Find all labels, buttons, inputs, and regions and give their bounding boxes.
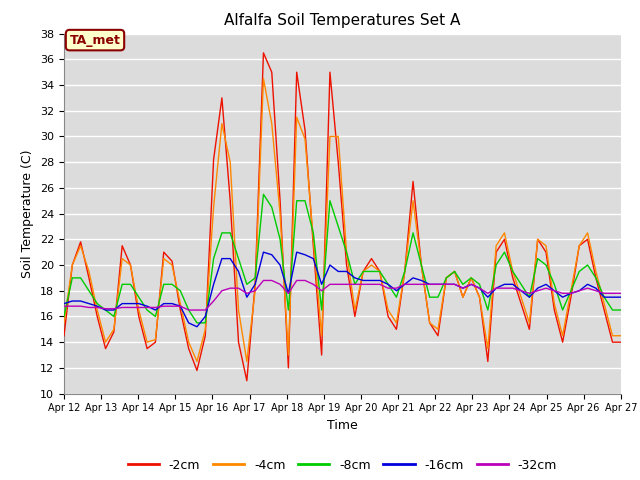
Y-axis label: Soil Temperature (C): Soil Temperature (C) [22,149,35,278]
Legend: -2cm, -4cm, -8cm, -16cm, -32cm: -2cm, -4cm, -8cm, -16cm, -32cm [123,454,562,477]
X-axis label: Time: Time [327,419,358,432]
Text: TA_met: TA_met [70,34,120,47]
Title: Alfalfa Soil Temperatures Set A: Alfalfa Soil Temperatures Set A [224,13,461,28]
